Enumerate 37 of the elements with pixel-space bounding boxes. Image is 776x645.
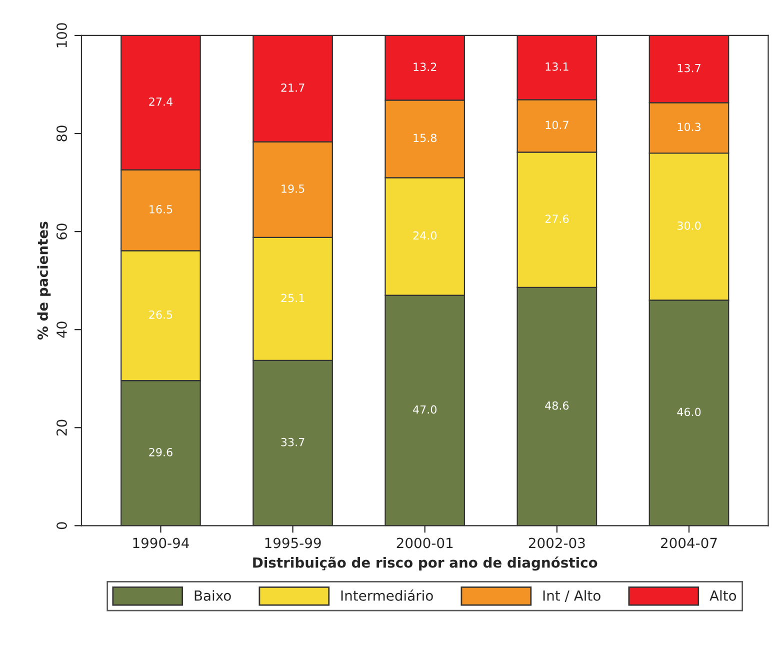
legend-label: Int / Alto [543, 590, 600, 602]
data-label: 33.7 [281, 438, 304, 446]
data-label: 13.7 [678, 64, 700, 72]
data-label: 25.1 [281, 294, 304, 302]
legend-label: Baixo [194, 590, 231, 601]
data-label: 16.5 [150, 205, 172, 214]
data-label: 10.7 [546, 120, 568, 130]
x-tick-label: 2000-01 [396, 538, 453, 548]
y-tick-label: 80 [56, 126, 67, 142]
y-tick-label: 100 [56, 23, 67, 48]
y-tick-label: 0 [56, 522, 67, 530]
x-axis-title: Distribuição de risco por ano de diagnóstico [253, 556, 598, 571]
data-label: 13.1 [546, 62, 568, 71]
data-label: 21.7 [281, 83, 304, 92]
y-tick-label: 20 [56, 420, 67, 436]
x-tick-label: 2004-07 [661, 538, 717, 548]
x-tick-label: 2002-03 [528, 538, 585, 548]
data-label: 30.0 [677, 221, 701, 230]
data-label: 19.5 [282, 184, 304, 193]
data-label: 15.8 [414, 134, 436, 142]
data-label: 48.6 [545, 401, 569, 410]
data-label: 47.0 [413, 405, 436, 414]
data-label: 26.5 [149, 310, 172, 319]
x-tick-label: 1995-99 [265, 538, 321, 548]
data-label: 27.6 [545, 214, 569, 224]
y-axis-title: % de pacientes [37, 222, 51, 340]
legend-label: Intermediário [341, 590, 433, 601]
data-label: 46.0 [677, 408, 701, 416]
data-label: 24.0 [413, 231, 436, 240]
data-label: 29.6 [149, 448, 172, 456]
y-tick-label: 40 [56, 322, 67, 338]
legend-label: Alto [710, 590, 736, 601]
data-label: 13.2 [414, 62, 436, 72]
x-tick-label: 1990-94 [133, 538, 189, 548]
y-tick-label: 60 [56, 224, 67, 240]
data-label: 27.4 [149, 97, 172, 106]
data-label: 10.3 [678, 122, 700, 132]
